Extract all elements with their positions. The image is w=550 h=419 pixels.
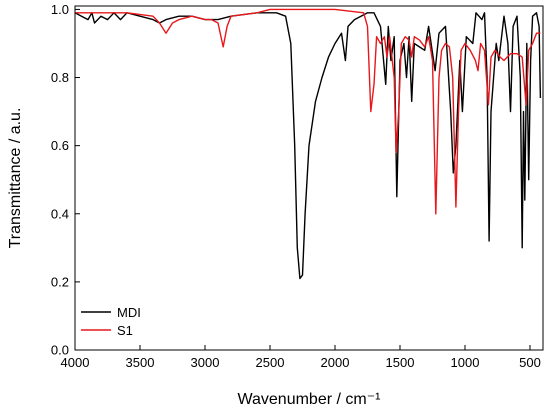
x-tick-label: 500	[519, 355, 541, 370]
y-tick-label: 0.8	[51, 70, 69, 85]
x-tick-label: 1500	[386, 355, 415, 370]
x-tick-label: 2000	[321, 355, 350, 370]
x-tick-label: 4000	[61, 355, 90, 370]
y-axis-label: Transmittance / a.u.	[7, 108, 24, 249]
y-tick-label: 0.0	[51, 343, 69, 358]
x-tick-label: 3500	[126, 355, 155, 370]
legend-label: MDI	[117, 305, 141, 320]
x-tick-label: 2500	[256, 355, 285, 370]
plot-frame	[74, 5, 544, 351]
spectrum-line	[74, 12, 542, 280]
spectrum-line	[75, 8, 541, 215]
legend-label: S1	[117, 323, 133, 338]
y-tick-label: 1.0	[51, 2, 69, 17]
x-tick-label: 1000	[451, 355, 480, 370]
y-tick-label: 0.6	[51, 138, 69, 153]
x-tick-label: 3000	[191, 355, 220, 370]
x-axis-label: Wavenumber / cm⁻¹	[238, 391, 381, 408]
y-tick-label: 0.2	[51, 274, 69, 289]
y-tick-label: 0.4	[51, 206, 69, 221]
